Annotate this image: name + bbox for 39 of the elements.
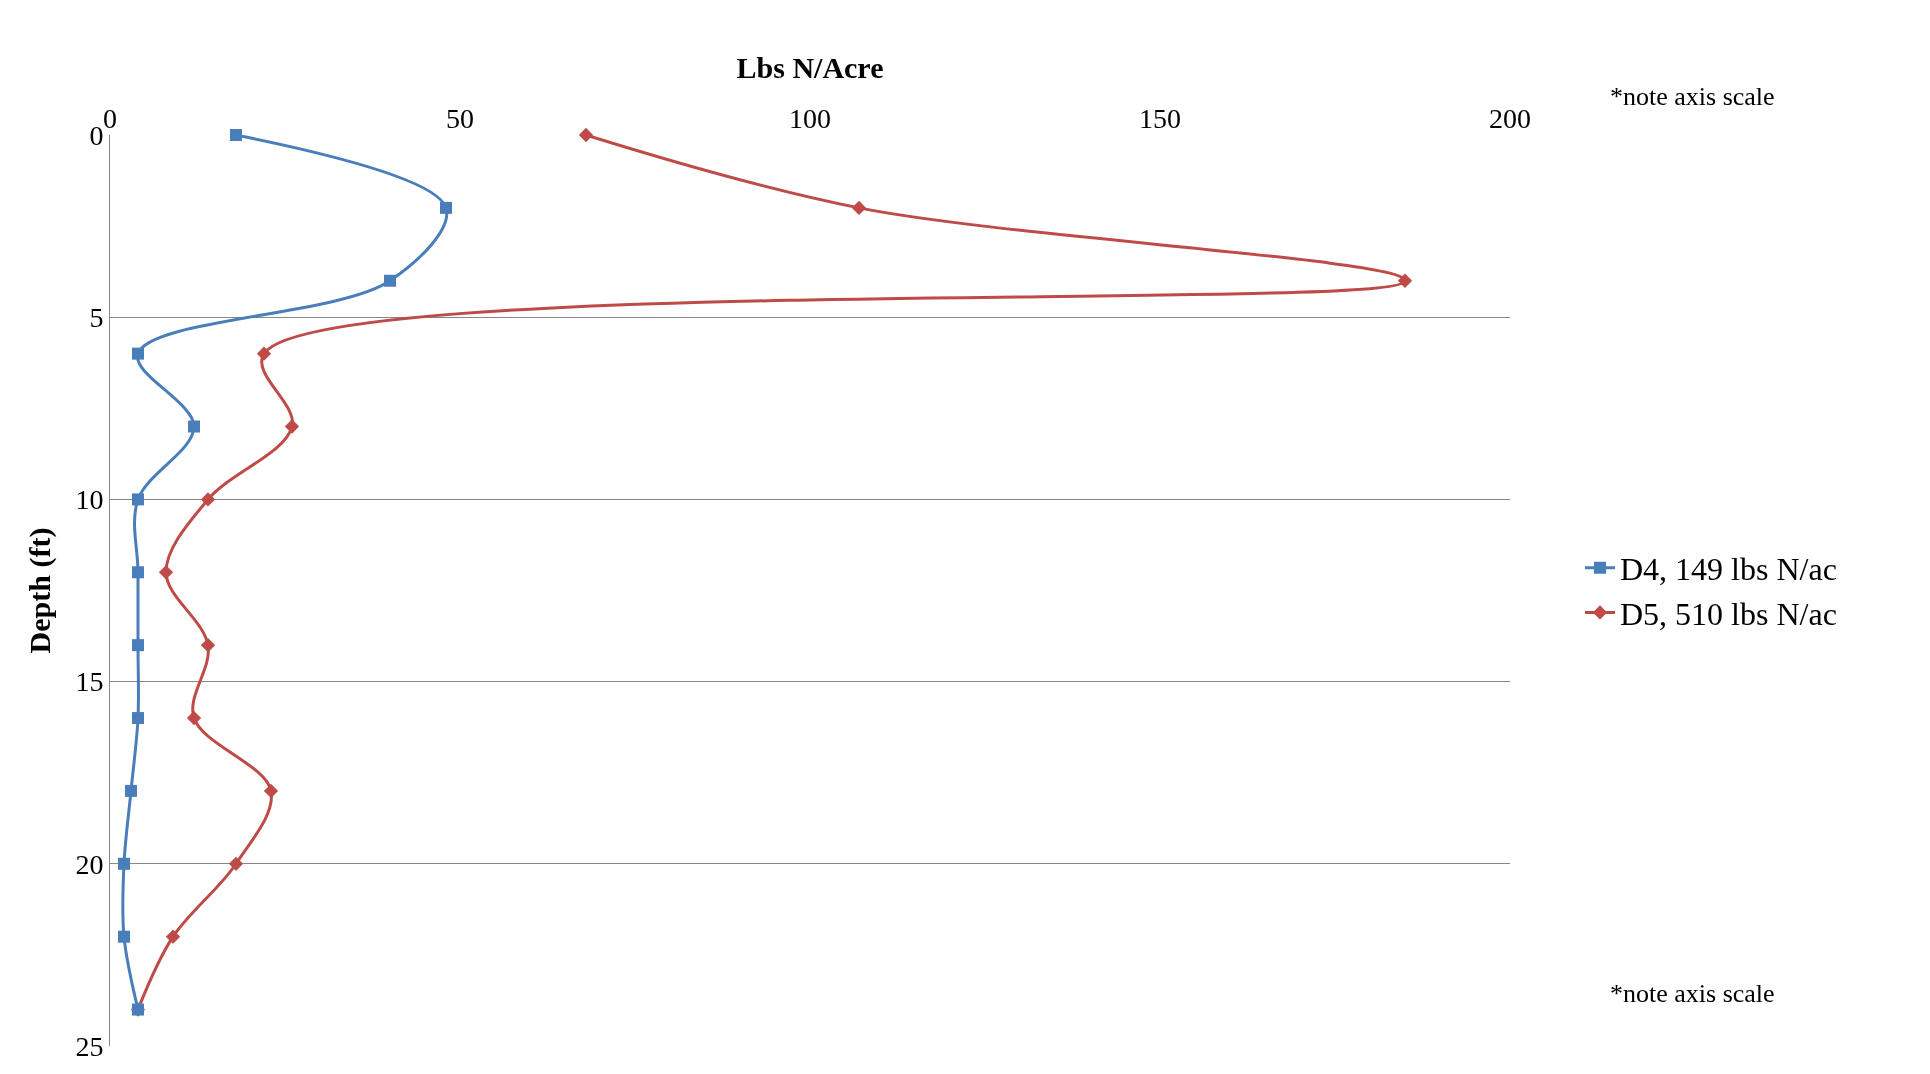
legend-label: D4, 149 lbs N/ac [1620, 551, 1837, 588]
point [851, 200, 867, 216]
point [230, 129, 242, 141]
point [384, 274, 396, 287]
y-tick-label: 5 [89, 302, 104, 333]
point [125, 784, 137, 797]
y-tick-label: 10 [75, 484, 104, 516]
y-tick-label: 20 [75, 848, 104, 880]
point [132, 493, 144, 506]
point [186, 710, 202, 726]
text: *note axis scale [1610, 979, 1775, 1008]
x-tick-label: 50 [446, 103, 474, 135]
x-tick-label: 100 [789, 103, 831, 135]
point [200, 492, 216, 507]
x-axis-title: Lbs N/Acre [736, 51, 884, 85]
y-axis-title: Depth (ft) [23, 527, 58, 654]
legend-label: D5, 510 lbs N/ac [1620, 595, 1837, 632]
point [1397, 273, 1413, 288]
point [132, 347, 144, 360]
x-tick-label: 150 [1139, 103, 1181, 135]
point [440, 201, 452, 214]
x-tick-label: 200 [1489, 103, 1531, 135]
y-tick-label: 25 [75, 1030, 104, 1062]
point [578, 127, 594, 143]
point [165, 929, 181, 944]
point [158, 565, 174, 580]
point [200, 638, 216, 653]
point [228, 856, 244, 871]
point [256, 346, 272, 361]
point [263, 783, 279, 799]
y-tick-label: 15 [75, 666, 104, 698]
text: *note axis scale [1610, 82, 1775, 111]
point [132, 712, 144, 725]
point [188, 420, 200, 433]
point [132, 639, 144, 652]
point [132, 566, 144, 579]
point [118, 857, 130, 870]
point [118, 930, 130, 943]
point [284, 419, 300, 434]
